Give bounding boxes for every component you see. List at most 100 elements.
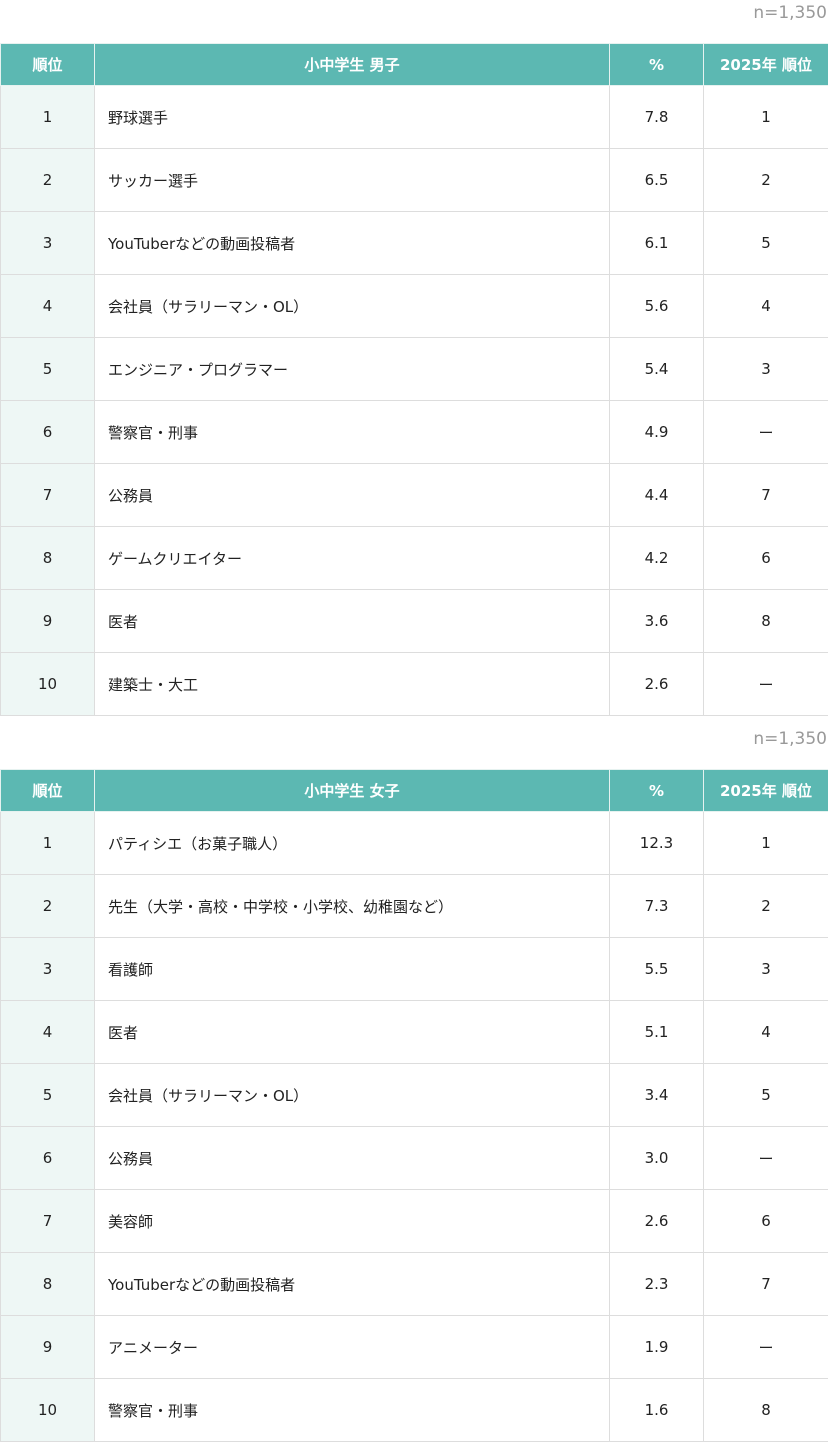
occupation-cell: 警察官・刑事	[95, 401, 610, 464]
percent-cell: 7.3	[610, 875, 704, 938]
occupation-cell: サッカー選手	[95, 149, 610, 212]
occupation-cell: エンジニア・プログラマー	[95, 338, 610, 401]
header-category: 小中学生 男子	[95, 44, 610, 86]
occupation-cell: 美容師	[95, 1190, 610, 1253]
header-row: 順位小中学生 男子%2025年 順位	[1, 44, 828, 86]
occupation-cell: 医者	[95, 590, 610, 653]
percent-cell: 5.4	[610, 338, 704, 401]
rank-cell: 1	[1, 812, 95, 875]
rank-cell: 1	[1, 86, 95, 149]
percent-cell: 4.9	[610, 401, 704, 464]
prev-rank-cell: 1	[704, 86, 828, 149]
percent-cell: 1.6	[610, 1379, 704, 1442]
rank-cell: 9	[1, 1316, 95, 1379]
occupation-cell: 公務員	[95, 1127, 610, 1190]
prev-rank-cell: ー	[704, 653, 828, 716]
percent-cell: 2.3	[610, 1253, 704, 1316]
prev-rank-cell: 2	[704, 149, 828, 212]
rank-cell: 7	[1, 1190, 95, 1253]
percent-cell: 12.3	[610, 812, 704, 875]
rank-cell: 5	[1, 338, 95, 401]
percent-cell: 3.6	[610, 590, 704, 653]
sample-size-boys: n=1,350	[753, 3, 827, 23]
occupation-cell: 看護師	[95, 938, 610, 1001]
header-percent: %	[610, 44, 704, 86]
percent-cell: 6.5	[610, 149, 704, 212]
rank-cell: 6	[1, 1127, 95, 1190]
rank-cell: 3	[1, 212, 95, 275]
rank-cell: 3	[1, 938, 95, 1001]
percent-cell: 3.4	[610, 1064, 704, 1127]
occupation-cell: 警察官・刑事	[95, 1379, 610, 1442]
percent-cell: 5.6	[610, 275, 704, 338]
occupation-cell: 野球選手	[95, 86, 610, 149]
rank-cell: 10	[1, 653, 95, 716]
percent-cell: 4.4	[610, 464, 704, 527]
sample-size-girls: n=1,350	[753, 729, 827, 749]
prev-rank-cell: 6	[704, 527, 828, 590]
occupation-cell: YouTuberなどの動画投稿者	[95, 212, 610, 275]
rank-cell: 8	[1, 527, 95, 590]
header-prev-rank: 2025年 順位	[704, 770, 828, 812]
occupation-cell: 先生（大学・高校・中学校・小学校、幼稚園など）	[95, 875, 610, 938]
prev-rank-cell: 6	[704, 1190, 828, 1253]
percent-cell: 2.6	[610, 1190, 704, 1253]
percent-cell: 5.5	[610, 938, 704, 1001]
prev-rank-cell: 1	[704, 812, 828, 875]
percent-cell: 3.0	[610, 1127, 704, 1190]
rank-cell: 7	[1, 464, 95, 527]
rank-cell: 6	[1, 401, 95, 464]
header-rank: 順位	[1, 44, 95, 86]
rank-cell: 4	[1, 275, 95, 338]
prev-rank-cell: 3	[704, 938, 828, 1001]
rank-cell: 2	[1, 149, 95, 212]
prev-rank-cell: 2	[704, 875, 828, 938]
rank-cell: 5	[1, 1064, 95, 1127]
occupation-cell: YouTuberなどの動画投稿者	[95, 1253, 610, 1316]
prev-rank-cell: 4	[704, 275, 828, 338]
percent-cell: 6.1	[610, 212, 704, 275]
prev-rank-cell: 5	[704, 1064, 828, 1127]
prev-rank-cell: 4	[704, 1001, 828, 1064]
occupation-cell: アニメーター	[95, 1316, 610, 1379]
prev-rank-cell: 7	[704, 1253, 828, 1316]
rank-cell: 4	[1, 1001, 95, 1064]
percent-cell: 7.8	[610, 86, 704, 149]
rank-cell: 8	[1, 1253, 95, 1316]
prev-rank-cell: 8	[704, 590, 828, 653]
header-rank: 順位	[1, 770, 95, 812]
header-row: 順位小中学生 女子%2025年 順位	[1, 770, 828, 812]
prev-rank-cell: 8	[704, 1379, 828, 1442]
occupation-cell: ゲームクリエイター	[95, 527, 610, 590]
header-category: 小中学生 女子	[95, 770, 610, 812]
prev-rank-cell: ー	[704, 1127, 828, 1190]
header-prev-rank: 2025年 順位	[704, 44, 828, 86]
prev-rank-cell: 3	[704, 338, 828, 401]
rank-cell: 2	[1, 875, 95, 938]
percent-cell: 4.2	[610, 527, 704, 590]
prev-rank-cell: 5	[704, 212, 828, 275]
occupation-cell: パティシエ（お菓子職人）	[95, 812, 610, 875]
percent-cell: 2.6	[610, 653, 704, 716]
occupation-cell: 公務員	[95, 464, 610, 527]
